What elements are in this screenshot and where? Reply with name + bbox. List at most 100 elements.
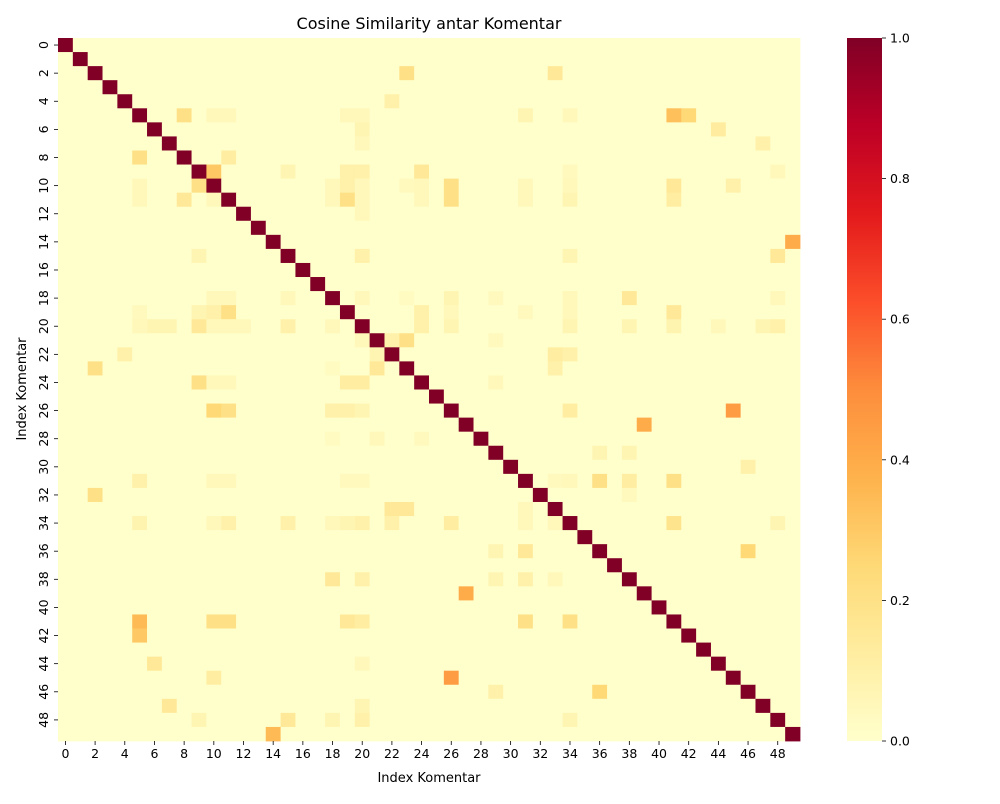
heatmap-cell	[651, 178, 667, 194]
heatmap-cell	[250, 628, 267, 643]
heatmap-cell	[102, 726, 118, 742]
heatmap-cell	[132, 501, 148, 517]
heatmap-cell	[458, 305, 474, 320]
heatmap-cell	[206, 473, 222, 489]
heatmap-cell	[236, 600, 252, 615]
heatmap-cell	[710, 431, 727, 447]
heatmap-cell	[562, 558, 578, 573]
heatmap-cell	[191, 333, 207, 348]
heatmap-cell	[681, 572, 697, 587]
heatmap-cell	[58, 572, 74, 587]
heatmap-cell	[607, 66, 623, 81]
heatmap-cell	[518, 487, 534, 503]
heatmap-cell	[577, 572, 593, 587]
heatmap-cell	[102, 698, 118, 714]
heatmap-cell	[221, 628, 237, 643]
heatmap-cell	[147, 431, 163, 447]
heatmap-cell	[458, 108, 474, 123]
heatmap-cell	[696, 487, 712, 503]
heatmap-cell	[785, 122, 801, 137]
heatmap-cell	[547, 333, 563, 348]
heatmap-cell	[176, 66, 192, 81]
heatmap-cell	[755, 698, 771, 714]
heatmap-cell	[265, 122, 281, 137]
heatmap-cell	[310, 417, 326, 433]
heatmap-cell	[740, 361, 756, 376]
heatmap-cell	[532, 94, 549, 109]
heatmap-cell	[221, 80, 237, 95]
heatmap-cell	[310, 698, 326, 714]
heatmap-cell	[147, 248, 163, 264]
heatmap-cell	[176, 277, 192, 292]
heatmap-cell	[102, 94, 118, 109]
x-tick-label: 4	[121, 746, 129, 761]
heatmap-cell	[414, 262, 430, 278]
heatmap-cell	[547, 319, 563, 334]
heatmap-cell	[132, 319, 148, 334]
heatmap-cell	[518, 614, 534, 629]
heatmap-cell	[710, 347, 727, 362]
heatmap-cell	[414, 726, 430, 742]
heatmap-cell	[132, 220, 148, 236]
heatmap-cell	[161, 642, 178, 658]
heatmap-cell	[621, 178, 638, 194]
heatmap-cell	[636, 544, 652, 559]
heatmap-cell	[651, 558, 667, 573]
heatmap-cell	[58, 66, 74, 81]
heatmap-cell	[191, 431, 207, 447]
heatmap-cell	[503, 628, 519, 643]
heatmap-cell	[785, 94, 801, 109]
heatmap-cell	[458, 66, 474, 81]
heatmap-cell	[607, 698, 623, 714]
heatmap-cell	[310, 530, 326, 545]
heatmap-cell	[651, 38, 667, 53]
heatmap-cell	[503, 52, 519, 67]
heatmap-cell	[206, 319, 222, 334]
heatmap-cell	[429, 473, 445, 489]
heatmap-cell	[87, 136, 103, 151]
heatmap-cell	[710, 305, 727, 320]
heatmap-cell	[770, 684, 786, 700]
heatmap-cell	[117, 614, 133, 629]
heatmap-cell	[532, 150, 549, 165]
heatmap-cell	[518, 178, 534, 194]
y-tick-label: 6	[36, 125, 51, 133]
heatmap-cell	[384, 220, 400, 236]
heatmap-cell	[696, 108, 712, 123]
y-tick-label: 38	[36, 571, 51, 587]
heatmap-cell	[488, 544, 504, 559]
heatmap-cell	[236, 234, 252, 250]
heatmap-cell	[458, 586, 474, 601]
heatmap-cell	[339, 487, 356, 503]
heatmap-cell	[339, 178, 356, 194]
heatmap-cell	[147, 262, 163, 278]
heatmap-cell	[117, 417, 133, 433]
heatmap-cell	[117, 698, 133, 714]
heatmap-cell	[369, 262, 385, 278]
heatmap-cell	[725, 558, 742, 573]
heatmap-cell	[636, 192, 652, 208]
heatmap-cell	[725, 614, 742, 629]
heatmap-cell	[770, 108, 786, 123]
heatmap-cell	[147, 600, 163, 615]
heatmap-cell	[72, 108, 89, 123]
heatmap-cell	[547, 361, 563, 376]
heatmap-cell	[681, 305, 697, 320]
heatmap-cell	[87, 52, 103, 67]
heatmap-cell	[265, 642, 281, 658]
heatmap-cell	[250, 220, 267, 236]
heatmap-cell	[339, 417, 356, 433]
heatmap-cell	[503, 234, 519, 250]
heatmap-cell	[161, 262, 178, 278]
heatmap-cell	[147, 389, 163, 404]
heatmap-cell	[369, 136, 385, 151]
heatmap-cell	[295, 122, 311, 137]
heatmap-cell	[414, 586, 430, 601]
heatmap-cell	[473, 136, 489, 151]
heatmap-cell	[518, 600, 534, 615]
heatmap-cell	[206, 291, 222, 306]
heatmap-cell	[72, 628, 89, 643]
heatmap-cell	[740, 319, 756, 334]
heatmap-cell	[503, 473, 519, 489]
